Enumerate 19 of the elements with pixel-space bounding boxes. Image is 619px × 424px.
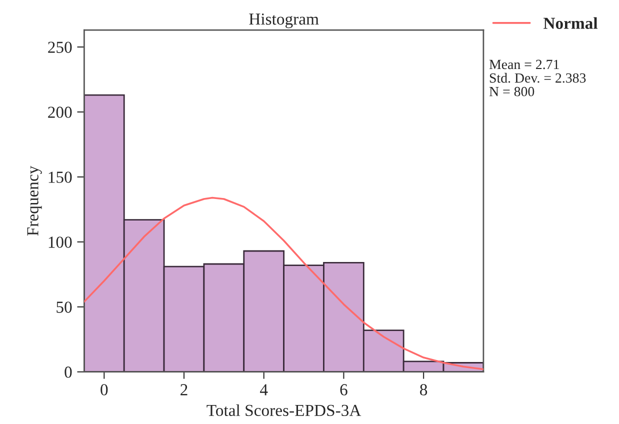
y-tick-label: 150 <box>48 172 72 183</box>
x-tick-label: 6 <box>340 384 348 396</box>
y-tick-label: 100 <box>48 236 72 248</box>
x-tick-label: 8 <box>420 384 428 396</box>
legend-label: Normal <box>544 17 598 29</box>
chart-title: Histogram <box>249 14 319 28</box>
x-tick-label: 2 <box>180 384 188 396</box>
y-tick-label: 250 <box>48 42 72 53</box>
text: Std. Dev. = 2.383 <box>490 72 586 83</box>
y-axis-title: Frequency <box>27 166 42 236</box>
x-axis-title: Total Scores-EPDS-3A <box>206 404 362 416</box>
x-tick-label: 4 <box>260 384 268 396</box>
text: N = 800 <box>489 86 534 96</box>
y-tick-label: 200 <box>48 106 72 118</box>
line-series <box>84 196 484 370</box>
y-tick-label: 0 <box>64 366 72 378</box>
x-tick-label: 0 <box>100 384 108 396</box>
text: Mean = 2.71 <box>489 60 559 70</box>
y-tick-label: 50 <box>56 302 72 313</box>
